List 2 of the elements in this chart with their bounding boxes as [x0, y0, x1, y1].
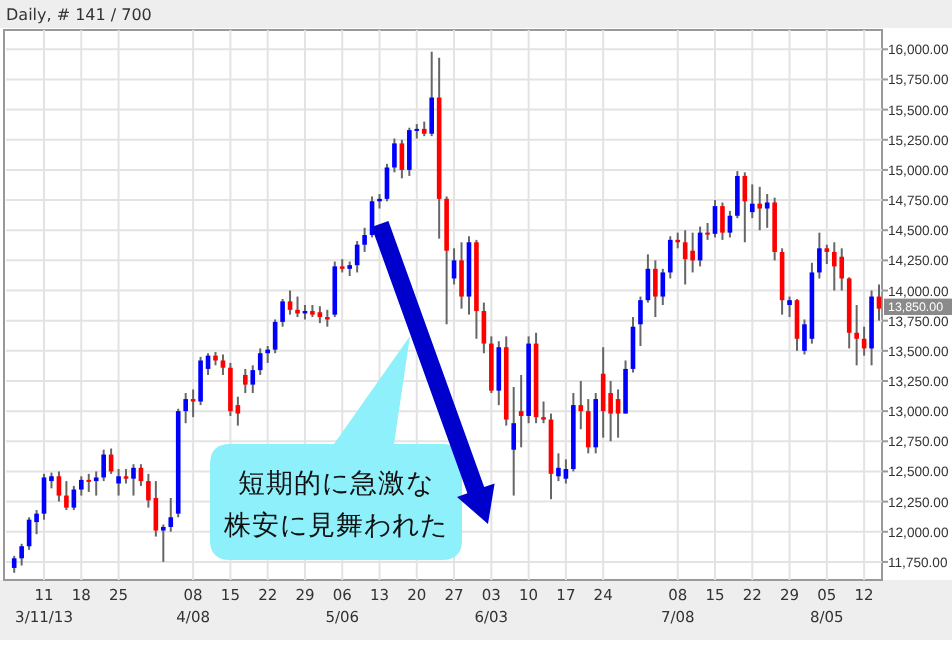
chart-title: Daily, # 141 / 700	[6, 6, 152, 24]
annotation: 短期的に急激な株安に見舞われた	[222, 468, 448, 542]
